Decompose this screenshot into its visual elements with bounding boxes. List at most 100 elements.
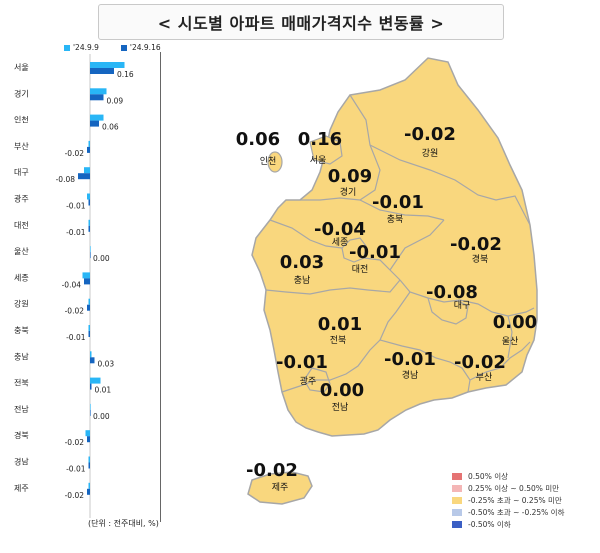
map-value-label: -0.02 xyxy=(246,460,298,481)
bar-week1 xyxy=(82,272,90,279)
map-value-label: -0.01 xyxy=(372,192,424,213)
map-value-label: -0.01 xyxy=(384,349,436,370)
bar-week1 xyxy=(90,246,91,253)
map-legend-swatch xyxy=(452,496,462,504)
map-region-name: 인천 xyxy=(260,156,277,167)
map-value-label: -0.01 xyxy=(349,242,401,263)
bar-data-label: -0.01 xyxy=(66,333,86,342)
map-region-name: 경기 xyxy=(340,186,357,198)
bar-data-label: 0.03 xyxy=(98,359,115,368)
map-incheon xyxy=(267,151,283,173)
bar-week1 xyxy=(90,88,107,95)
map-region-name: 경북 xyxy=(472,253,489,265)
bar-data-label: -0.02 xyxy=(65,307,85,316)
map-seoul xyxy=(309,135,343,165)
bar-week1 xyxy=(88,325,90,331)
bar-category-label: 강원 xyxy=(14,299,29,309)
bar-category-label: 광주 xyxy=(14,194,29,204)
bar-week2 xyxy=(87,304,90,311)
bar-category-label: 서울 xyxy=(14,63,29,72)
bar-category-label: 대구 xyxy=(14,168,29,177)
map-region-name: 대전 xyxy=(352,264,369,275)
bar-week1 xyxy=(87,193,90,200)
map-legend-row: -0.25% 초과 ~ 0.25% 미만 xyxy=(452,494,564,506)
bar-data-label: 0.09 xyxy=(107,96,124,105)
map-legend-label: 0.50% 이상 xyxy=(468,471,509,481)
bar-week1 xyxy=(88,298,90,305)
legend-label-week2: '24.9.16 xyxy=(129,43,161,52)
map-region-name: 전남 xyxy=(332,402,349,413)
bar-week2 xyxy=(90,94,104,101)
map-value-label: -0.02 xyxy=(450,234,502,255)
map-region-name: 전북 xyxy=(330,335,347,346)
bar-week2 xyxy=(90,409,91,416)
map-borders xyxy=(265,94,535,393)
bar-category-label: 제주 xyxy=(14,484,29,493)
bar-category-label: 대전 xyxy=(14,220,29,230)
map-region-name: 부산 xyxy=(476,372,493,383)
map-shapes xyxy=(247,57,538,505)
map-jeju xyxy=(247,471,313,505)
bar-week2 xyxy=(87,146,90,153)
bar-week1 xyxy=(90,62,125,68)
map-region-name: 서울 xyxy=(310,155,327,166)
bar-data-label: 0.01 xyxy=(95,386,112,395)
bar-week1 xyxy=(90,114,104,121)
bar-week2 xyxy=(88,225,90,232)
map-legend-label: -0.50% 이하 xyxy=(468,519,511,529)
bar-data-label: -0.02 xyxy=(65,149,85,158)
bar-data-label: 0.06 xyxy=(102,123,119,132)
map-value-label: 0.03 xyxy=(280,252,324,273)
bar-category-label: 경북 xyxy=(14,430,29,440)
bar-category-label: 부산 xyxy=(14,141,29,151)
map-legend-row: 0.25% 이상 ~ 0.50% 미만 xyxy=(452,482,564,494)
map-legend-label: -0.25% 초과 ~ 0.25% 미만 xyxy=(468,495,562,505)
bar-week2 xyxy=(88,331,90,337)
map-value-label: 0.09 xyxy=(328,166,372,187)
bar-week1 xyxy=(85,430,90,437)
bar-week2 xyxy=(78,173,90,180)
map-region-name: 세종 xyxy=(332,237,349,248)
bar-data-label: -0.02 xyxy=(65,438,85,447)
map-value-label: 0.00 xyxy=(320,380,364,401)
bar-week1 xyxy=(90,351,92,358)
map-legend-row: -0.50% 이하 xyxy=(452,518,564,530)
bar-week2 xyxy=(90,252,91,259)
bar-week2 xyxy=(90,383,92,390)
map-legend-swatch xyxy=(452,520,462,528)
map-region-name: 강원 xyxy=(422,148,439,159)
map-legend-row: -0.50% 초과 ~ -0.25% 이하 xyxy=(452,506,564,518)
map-legend-row: 0.50% 이상 xyxy=(452,470,564,482)
bar-data-label: -0.02 xyxy=(65,491,85,500)
map-value-label: -0.02 xyxy=(454,352,506,373)
map-region-name: 울산 xyxy=(502,336,519,347)
bar-category-label: 울산 xyxy=(14,246,29,256)
map-legend-swatch xyxy=(452,472,462,480)
bar-week1 xyxy=(88,456,90,463)
bar-week1 xyxy=(88,219,90,226)
bar-week2 xyxy=(90,120,99,127)
bar-data-label: -0.04 xyxy=(62,280,82,289)
bar-week1 xyxy=(88,482,90,489)
map-region-name: 충북 xyxy=(387,214,404,225)
map-region-name: 제주 xyxy=(272,482,289,493)
legend-item-week1: '24.9.9 xyxy=(64,43,99,52)
bar-data-label: -0.01 xyxy=(66,228,86,237)
bar-data-label: -0.01 xyxy=(66,202,86,211)
map-region-name: 광주 xyxy=(300,375,317,387)
bar-data-label: -0.01 xyxy=(66,465,86,474)
map-region-name: 충남 xyxy=(294,275,311,286)
legend-swatch-week2 xyxy=(120,44,127,51)
map-legend-label: 0.25% 이상 ~ 0.50% 미만 xyxy=(468,483,560,493)
bar-legend: '24.9.9 '24.9.16 xyxy=(64,43,161,52)
bar-week2 xyxy=(90,357,95,364)
bar-week1 xyxy=(88,140,90,147)
page-title: < 시도별 아파트 매매가격지수 변동률 > xyxy=(98,4,504,40)
map-mainland xyxy=(251,57,538,437)
bar-week2 xyxy=(87,436,90,443)
bar-category-label: 전북 xyxy=(14,378,29,388)
map-value-label: 0.16 xyxy=(298,129,342,150)
bar-week2 xyxy=(84,278,90,285)
bar-week2 xyxy=(88,462,90,469)
